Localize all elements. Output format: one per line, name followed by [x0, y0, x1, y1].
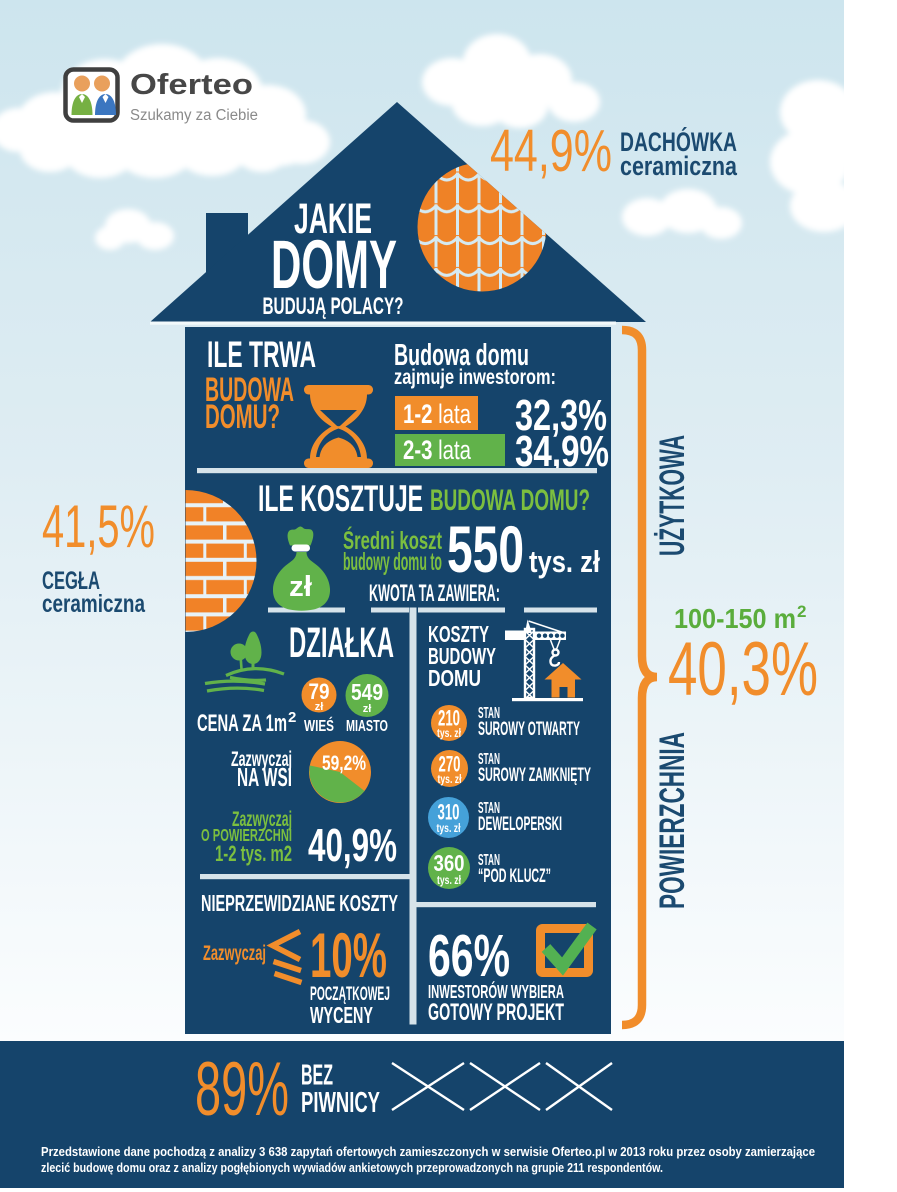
- svg-text:ceramiczna: ceramiczna: [42, 590, 146, 618]
- svg-text:Budowa domu: Budowa domu: [394, 337, 529, 372]
- svg-text:2-3 lata: 2-3 lata: [403, 435, 472, 465]
- svg-text:Oferteo: Oferteo: [130, 69, 253, 101]
- svg-text:tys. zł: tys. zł: [438, 774, 463, 786]
- svg-text:100-150 m: 100-150 m: [674, 603, 796, 634]
- svg-text:41,5%: 41,5%: [42, 493, 155, 560]
- svg-text:DACHÓWKA: DACHÓWKA: [620, 126, 737, 157]
- svg-text:PIWNICY: PIWNICY: [301, 1087, 380, 1119]
- svg-text:Szukamy za Ciebie: Szukamy za Ciebie: [130, 107, 258, 124]
- svg-text:NA WSI: NA WSI: [237, 764, 292, 792]
- svg-text:66%: 66%: [428, 923, 510, 989]
- svg-text:INWESTORÓW WYBIERA: INWESTORÓW WYBIERA: [428, 981, 564, 1002]
- svg-text:KOSZTY: KOSZTY: [428, 621, 489, 647]
- svg-text:STAN: STAN: [478, 705, 500, 722]
- svg-text:40,9%: 40,9%: [308, 819, 397, 871]
- svg-text:550: 550: [447, 512, 524, 586]
- svg-text:BUDUJĄ POLACY?: BUDUJĄ POLACY?: [263, 293, 404, 320]
- svg-text:59,2%: 59,2%: [322, 752, 366, 775]
- svg-text:SUROWY OTWARTY: SUROWY OTWARTY: [478, 718, 580, 740]
- svg-text:budowy domu to: budowy domu to: [343, 548, 442, 576]
- svg-text:zł: zł: [315, 701, 324, 713]
- svg-text:34,9%: 34,9%: [515, 427, 609, 476]
- svg-text:ILE KOSZTUJE: ILE KOSZTUJE: [258, 477, 423, 519]
- svg-text:STAN: STAN: [478, 800, 500, 817]
- svg-text:BUDOWY: BUDOWY: [428, 643, 496, 669]
- svg-text:DOMU: DOMU: [428, 665, 481, 691]
- svg-text:tys. zł: tys. zł: [437, 823, 462, 835]
- svg-text:STAN: STAN: [478, 852, 500, 869]
- svg-text:CENA ZA 1m: CENA ZA 1m: [197, 710, 287, 737]
- svg-text:JAKIE: JAKIE: [294, 195, 372, 243]
- svg-text:32,3%: 32,3%: [515, 391, 607, 440]
- svg-text:2: 2: [797, 602, 806, 621]
- svg-text:tys. zł: tys. zł: [437, 875, 462, 887]
- svg-text:zł: zł: [363, 703, 372, 715]
- svg-text:Zazwyczaj: Zazwyczaj: [203, 941, 266, 965]
- svg-text:BUDOWA DOMU?: BUDOWA DOMU?: [430, 484, 590, 517]
- svg-text:POCZĄTKOWEJ: POCZĄTKOWEJ: [310, 983, 390, 1005]
- svg-text:DOMY: DOMY: [271, 226, 397, 303]
- svg-text:NIEPRZEWIDZIANE KOSZTY: NIEPRZEWIDZIANE KOSZTY: [201, 890, 398, 916]
- svg-text:MIASTO: MIASTO: [346, 718, 388, 735]
- svg-text:zajmuje inwestorom:: zajmuje inwestorom:: [394, 365, 556, 389]
- svg-text:DOMU?: DOMU?: [205, 398, 280, 436]
- svg-text:tys. zł: tys. zł: [529, 544, 600, 579]
- svg-text:KWOTA TA ZAWIERA:: KWOTA TA ZAWIERA:: [369, 580, 500, 607]
- svg-text:WYCENY: WYCENY: [310, 1002, 373, 1028]
- svg-text:44,9%: 44,9%: [490, 118, 612, 184]
- svg-text:STAN: STAN: [478, 751, 500, 768]
- svg-text:89%: 89%: [195, 1047, 289, 1132]
- svg-text:GOTOWY PROJEKT: GOTOWY PROJEKT: [428, 999, 564, 1026]
- svg-text:Średni koszt: Średni koszt: [343, 525, 442, 555]
- svg-text:2: 2: [288, 709, 296, 726]
- svg-text:“POD KLUCZ”: “POD KLUCZ”: [478, 865, 551, 887]
- svg-text:CEGŁA: CEGŁA: [42, 567, 100, 595]
- svg-text:79: 79: [309, 679, 330, 704]
- svg-text:210: 210: [438, 706, 460, 731]
- svg-text:Zazwyczaj: Zazwyczaj: [231, 747, 292, 771]
- svg-text:zlecić budowę domu oraz z anal: zlecić budowę domu oraz z analizy pogłęb…: [41, 1161, 663, 1175]
- svg-text:310: 310: [438, 800, 460, 825]
- svg-text:270: 270: [439, 752, 461, 777]
- svg-text:WIEŚ: WIEŚ: [304, 716, 334, 735]
- svg-text:Przedstawione dane pochodzą z: Przedstawione dane pochodzą z analizy 3 …: [41, 1145, 815, 1159]
- svg-text:tys. zł: tys. zł: [437, 728, 462, 740]
- svg-text:ceramiczna: ceramiczna: [620, 151, 738, 181]
- svg-text:ILE TRWA: ILE TRWA: [207, 333, 316, 375]
- svg-text:BEZ: BEZ: [301, 1060, 333, 1092]
- svg-text:zł: zł: [289, 571, 312, 603]
- svg-text:O POWIERZCHNI: O POWIERZCHNI: [201, 825, 292, 845]
- svg-text:Zazwyczaj: Zazwyczaj: [232, 807, 292, 831]
- svg-text:DZIAŁKA: DZIAŁKA: [289, 619, 394, 667]
- svg-text:549: 549: [351, 679, 383, 705]
- svg-text:SUROWY ZAMKNIĘTY: SUROWY ZAMKNIĘTY: [478, 764, 591, 786]
- svg-text:40,3%: 40,3%: [668, 627, 818, 712]
- svg-text:UŻYTKOWA: UŻYTKOWA: [652, 435, 692, 556]
- svg-text:1-2 lata: 1-2 lata: [403, 399, 472, 429]
- svg-text:360: 360: [434, 850, 465, 876]
- svg-text:10%: 10%: [310, 921, 387, 991]
- svg-text:DEWELOPERSKI: DEWELOPERSKI: [478, 813, 562, 835]
- svg-text:BUDOWA: BUDOWA: [205, 371, 294, 409]
- svg-text:POWIERZCHNIA: POWIERZCHNIA: [652, 732, 692, 909]
- svg-text:1-2 tys. m2: 1-2 tys. m2: [215, 841, 292, 866]
